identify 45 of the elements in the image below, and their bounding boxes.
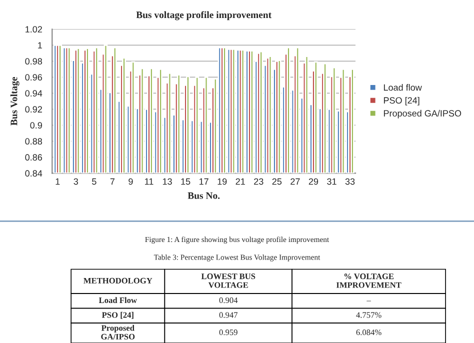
y-tick-label: 0.96 (25, 74, 42, 81)
y-axis-title: Bus Voltage (10, 76, 20, 126)
text: PSO [24] (102, 312, 134, 319)
x-axis-title: Bus No. (188, 192, 220, 199)
x-tick-label: 17 (199, 178, 208, 185)
legend-label: Proposed GA/IPSO (384, 110, 462, 118)
x-tick-label: 15 (181, 178, 190, 185)
x-tick-label: 29 (308, 178, 318, 185)
y-tick-label: 0.88 (25, 138, 42, 145)
text: Proposed GA/IPSO (101, 324, 135, 340)
y-tick-label: 1.02 (26, 26, 42, 33)
x-tick-label: 31 (327, 178, 336, 185)
x-tick-label: 3 (74, 178, 78, 185)
text: 0.959 (219, 330, 238, 336)
x-tick-label: 1 (56, 178, 60, 185)
x-tick-label: 27 (290, 178, 300, 185)
x-tick-label: 13 (162, 178, 172, 185)
text: % VOLTAGE IMPROVEMENT (336, 274, 402, 288)
text: 0.947 (219, 312, 238, 318)
text: Load Flow (98, 297, 137, 304)
x-tick-label: 23 (254, 178, 264, 185)
y-tick-label: 0.84 (25, 170, 42, 177)
y-tick-label: 0.86 (25, 154, 42, 161)
legend-label: Load flow (384, 84, 422, 91)
legend-label: PSO [24] (384, 96, 420, 106)
y-tick-label: 1 (38, 42, 42, 48)
text: 6.084% (356, 330, 382, 336)
chart-title: Bus voltage profile improvement (136, 11, 272, 20)
x-tick-label: 19 (218, 178, 227, 185)
x-tick-label: 7 (110, 178, 115, 185)
text: LOWEST BUS VOLTAGE (201, 274, 256, 288)
y-tick-label: 0.94 (25, 90, 42, 97)
text: 0.904 (219, 297, 238, 304)
text: METHODOLOGY (84, 278, 152, 284)
x-tick-label: 5 (92, 178, 96, 185)
text: 4.757% (356, 312, 382, 318)
y-tick-label: 0.98 (25, 58, 42, 65)
x-tick-label: 33 (345, 178, 355, 185)
y-tick-label: 0.92 (25, 106, 42, 113)
x-tick-label: 25 (272, 178, 282, 185)
x-tick-label: 11 (144, 178, 154, 185)
x-tick-label: 9 (128, 178, 133, 185)
y-tick-label: 0.9 (30, 122, 42, 129)
text: – (366, 300, 371, 302)
x-tick-label: 21 (236, 178, 245, 185)
